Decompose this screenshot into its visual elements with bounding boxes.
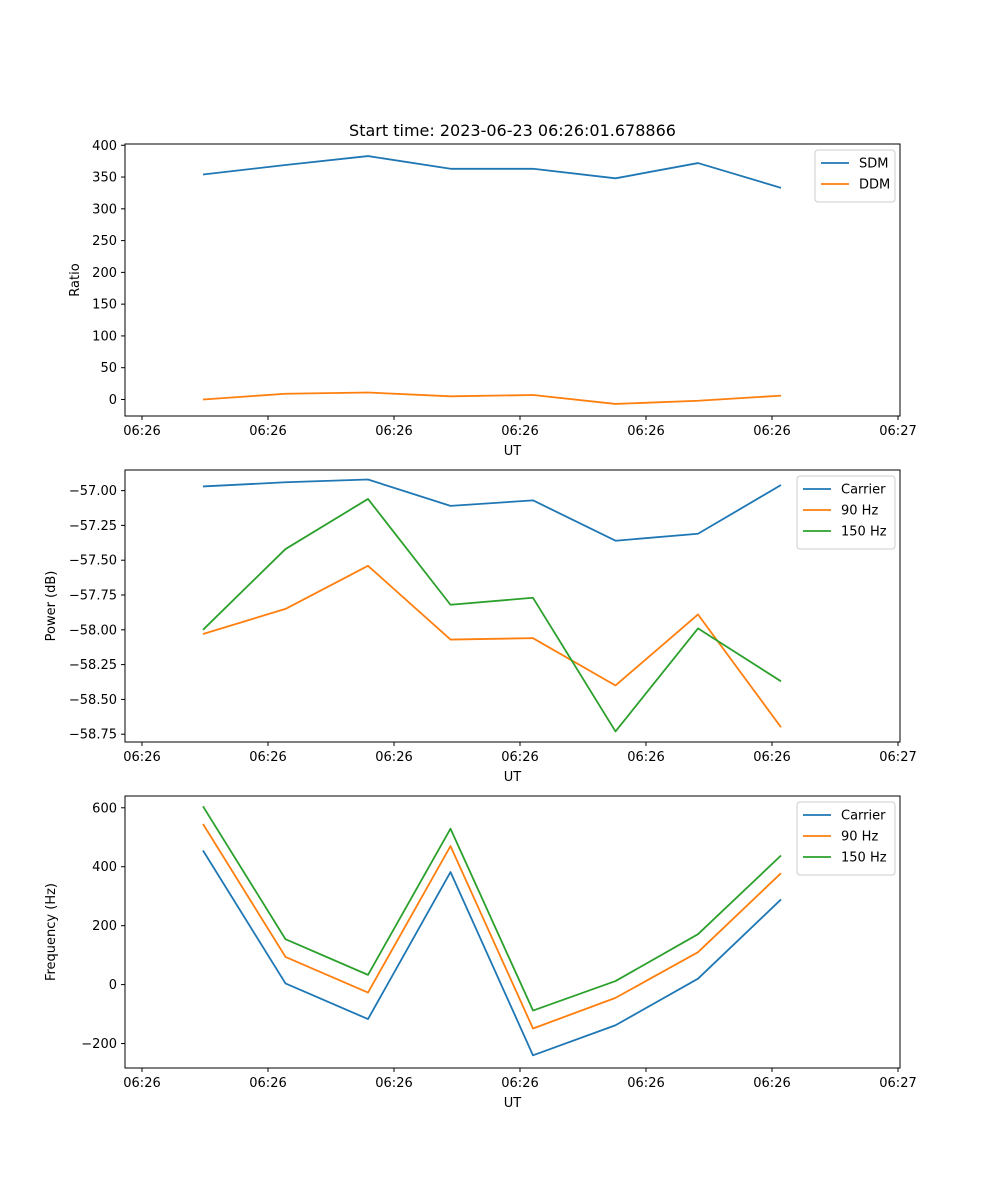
x-tick-label: 06:26: [501, 424, 538, 439]
y-axis-label: Frequency (Hz): [44, 883, 59, 981]
x-tick-label: 06:26: [753, 424, 790, 439]
series-line-ddm: [202, 391, 782, 405]
y-tick-label: −57.00: [69, 484, 117, 499]
series-line-90-hz: [202, 564, 782, 728]
figure-title: Start time: 2023-06-23 06:26:01.678866: [349, 121, 676, 140]
series-line-carrier: [202, 478, 782, 542]
legend-label: 150 Hz: [841, 851, 887, 866]
y-tick-label: 0: [109, 393, 117, 408]
y-tick-label: 200: [92, 919, 117, 934]
y-tick-label: −57.25: [69, 519, 117, 534]
x-axis-label: UT: [504, 444, 522, 459]
x-tick-label: 06:26: [501, 750, 538, 765]
y-tick-label: 400: [92, 139, 117, 154]
series-line-sdm: [202, 155, 782, 189]
y-tick-label: 350: [92, 171, 117, 186]
x-tick-label: 06:26: [249, 750, 286, 765]
x-tick-label: 06:26: [123, 424, 160, 439]
y-axis-label: Ratio: [68, 263, 83, 296]
plot-frame: [124, 143, 901, 417]
legend-label: Carrier: [841, 809, 886, 824]
plot-frame: [124, 795, 901, 1069]
x-tick-label: 06:26: [753, 1076, 790, 1091]
y-tick-label: −200: [81, 1037, 117, 1052]
legend-label: Carrier: [841, 483, 886, 498]
x-tick-label: 06:26: [123, 1076, 160, 1091]
legend-label: DDM: [859, 178, 890, 193]
x-tick-label: 06:27: [879, 750, 916, 765]
legend-label: 150 Hz: [841, 525, 887, 540]
subplot-power: −58.75 −58.50 −58.25 −58.00 −57.75 −57.50 −57.…: [44, 469, 917, 785]
x-tick-label: 06:26: [501, 1076, 538, 1091]
legend-label: 90 Hz: [841, 504, 878, 519]
series-line-carrier: [202, 850, 782, 1057]
legend-label: 90 Hz: [841, 830, 878, 845]
y-tick-label: 300: [92, 202, 117, 217]
x-tick-label: 06:26: [375, 750, 412, 765]
y-tick-label: 250: [92, 234, 117, 249]
subplot-frequency: −200 0 200 400 600 06:26 06:26 06:26 06:26 06:26 0…: [44, 795, 917, 1111]
x-tick-label: 06:26: [627, 750, 664, 765]
y-tick-label: −58.00: [69, 623, 117, 638]
y-axis-label: Power (dB): [44, 571, 59, 642]
x-axis-label: UT: [504, 1096, 522, 1111]
x-tick-label: 06:26: [627, 1076, 664, 1091]
x-tick-label: 06:26: [249, 1076, 286, 1091]
x-tick-label: 06:27: [879, 424, 916, 439]
y-tick-label: 50: [100, 361, 117, 376]
x-tick-label: 06:26: [375, 1076, 412, 1091]
y-tick-label: 150: [92, 298, 117, 313]
x-tick-label: 06:26: [753, 750, 790, 765]
y-tick-label: −58.75: [69, 728, 117, 743]
y-tick-label: 600: [92, 801, 117, 816]
x-tick-label: 06:26: [375, 424, 412, 439]
y-tick-label: 100: [92, 329, 117, 344]
y-tick-label: 0: [109, 978, 117, 993]
x-tick-label: 06:26: [249, 424, 286, 439]
x-tick-label: 06:26: [123, 750, 160, 765]
y-tick-label: −58.50: [69, 693, 117, 708]
x-axis-label: UT: [504, 770, 522, 785]
x-tick-label: 06:27: [879, 1076, 916, 1091]
y-tick-label: 400: [92, 860, 117, 875]
series-line-90-hz: [202, 823, 782, 1030]
y-tick-label: −57.75: [69, 589, 117, 604]
x-tick-label: 06:26: [627, 424, 664, 439]
y-tick-label: 200: [92, 266, 117, 281]
y-tick-label: −57.50: [69, 554, 117, 569]
legend-label: SDM: [859, 157, 888, 172]
series-line-150-hz: [202, 498, 782, 733]
plot-frame: [124, 469, 901, 743]
series-line-150-hz: [202, 805, 782, 1012]
y-tick-label: −58.25: [69, 658, 117, 673]
subplot-ratio: 0 50 100 150 200 250 300 350 400 06:26 06:26 06:26 0…: [68, 139, 917, 459]
